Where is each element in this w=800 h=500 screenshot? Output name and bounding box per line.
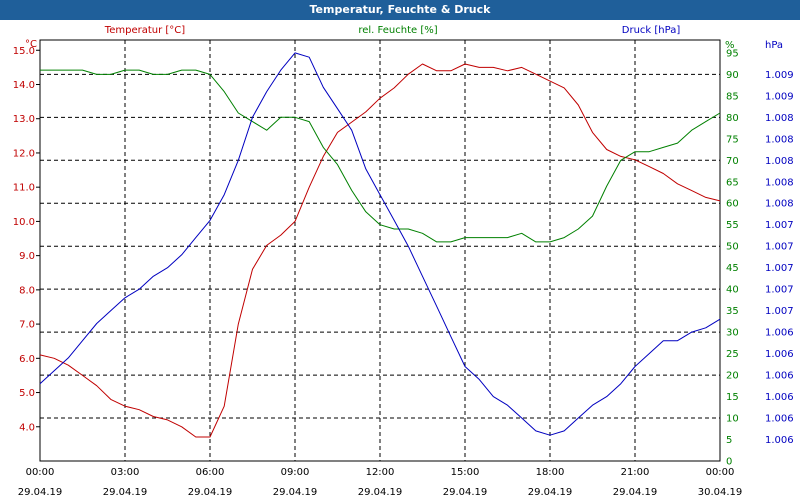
temperature-tick-label: 12.0 [13, 148, 35, 159]
pressure-tick-label: 1.008 [765, 113, 794, 124]
x-tick-date: 29.04.19 [18, 487, 63, 498]
temperature-tick-label: 15.0 [13, 46, 35, 57]
pressure-tick-label: 1.008 [765, 199, 794, 210]
x-tick-date: 29.04.19 [188, 487, 233, 498]
humidity-tick-label: 75 [726, 134, 739, 145]
temperature-tick-label: 13.0 [13, 114, 35, 125]
temperature-unit: °C [25, 39, 37, 50]
humidity-tick-label: 50 [726, 242, 739, 253]
humidity-axis-title: rel. Feuchte [%] [358, 25, 437, 36]
humidity-tick-label: 90 [726, 70, 739, 81]
series-line-humidity [40, 69, 721, 243]
humidity-tick-label: 40 [726, 285, 739, 296]
pressure-tick-label: 1.007 [765, 285, 794, 296]
pressure-unit: hPa [765, 40, 783, 51]
temperature-tick-label: 9.0 [19, 251, 35, 262]
x-tick-time: 03:00 [111, 467, 140, 478]
humidity-unit: % [725, 40, 735, 51]
x-tick-date: 29.04.19 [528, 487, 573, 498]
pressure-tick-label: 1.009 [765, 91, 794, 102]
pressure-tick-label: 1.007 [765, 220, 794, 231]
humidity-tick-label: 5 [726, 435, 732, 446]
pressure-tick-label: 1.008 [765, 156, 794, 167]
humidity-tick-label: 95 [726, 48, 739, 59]
humidity-tick-label: 15 [726, 392, 739, 403]
pressure-tick-label: 1.007 [765, 306, 794, 317]
temperature-tick-label: 5.0 [19, 388, 35, 399]
temperature-tick-label: 11.0 [13, 183, 35, 194]
humidity-tick-label: 30 [726, 328, 739, 339]
humidity-tick-label: 80 [726, 113, 739, 124]
series-line-temperature [39, 63, 721, 438]
pressure-tick-label: 1.008 [765, 134, 794, 145]
temperature-tick-label: 10.0 [13, 217, 35, 228]
x-tick-date: 29.04.19 [103, 487, 148, 498]
x-tick-time: 18:00 [536, 467, 565, 478]
temperature-axis-title: Temperatur [°C] [104, 25, 185, 36]
humidity-tick-label: 35 [726, 306, 739, 317]
humidity-tick-label: 85 [726, 91, 739, 102]
humidity-tick-label: 55 [726, 220, 739, 231]
x-tick-time: 00:00 [706, 467, 735, 478]
series-line-pressure [39, 52, 721, 436]
humidity-tick-label: 60 [726, 199, 739, 210]
x-tick-time: 06:00 [196, 467, 225, 478]
humidity-tick-label: 70 [726, 156, 739, 167]
labels-group: Temperatur [°C] rel. Feuchte [%] Druck [… [13, 25, 794, 498]
pressure-tick-label: 1.007 [765, 242, 794, 253]
chart-canvas: Temperatur [°C] rel. Feuchte [%] Druck [… [13, 25, 794, 498]
x-tick-date: 29.04.19 [358, 487, 403, 498]
temperature-tick-label: 8.0 [19, 285, 35, 296]
chart-title-bar: Temperatur, Feuchte & Druck [0, 0, 800, 20]
pressure-tick-label: 1.009 [765, 70, 794, 81]
humidity-tick-label: 45 [726, 263, 739, 274]
humidity-tick-label: 0 [726, 457, 732, 468]
pressure-tick-label: 1.006 [765, 435, 794, 446]
x-tick-date: 29.04.19 [443, 487, 488, 498]
pressure-tick-label: 1.006 [765, 349, 794, 360]
pressure-tick-label: 1.008 [765, 177, 794, 188]
x-tick-time: 00:00 [26, 467, 55, 478]
pressure-tick-label: 1.007 [765, 263, 794, 274]
pressure-tick-label: 1.006 [765, 414, 794, 425]
pressure-tick-label: 1.006 [765, 328, 794, 339]
temperature-tick-label: 14.0 [13, 80, 35, 91]
temperature-tick-label: 7.0 [19, 320, 35, 331]
temperature-tick-label: 4.0 [19, 422, 35, 433]
series-group [39, 52, 721, 438]
pressure-tick-label: 1.006 [765, 371, 794, 382]
x-tick-time: 09:00 [281, 467, 310, 478]
x-tick-time: 15:00 [451, 467, 480, 478]
x-tick-date: 29.04.19 [273, 487, 318, 498]
chart-title: Temperatur, Feuchte & Druck [309, 3, 491, 16]
pressure-tick-label: 1.006 [765, 392, 794, 403]
pressure-axis-title: Druck [hPa] [622, 25, 681, 36]
humidity-tick-label: 20 [726, 371, 739, 382]
x-tick-date: 29.04.19 [613, 487, 658, 498]
x-tick-date: 30.04.19 [698, 487, 743, 498]
humidity-tick-label: 65 [726, 177, 739, 188]
x-tick-time: 21:00 [621, 467, 650, 478]
humidity-tick-label: 25 [726, 349, 739, 360]
x-tick-time: 12:00 [366, 467, 395, 478]
temperature-tick-label: 6.0 [19, 354, 35, 365]
humidity-tick-label: 10 [726, 414, 739, 425]
